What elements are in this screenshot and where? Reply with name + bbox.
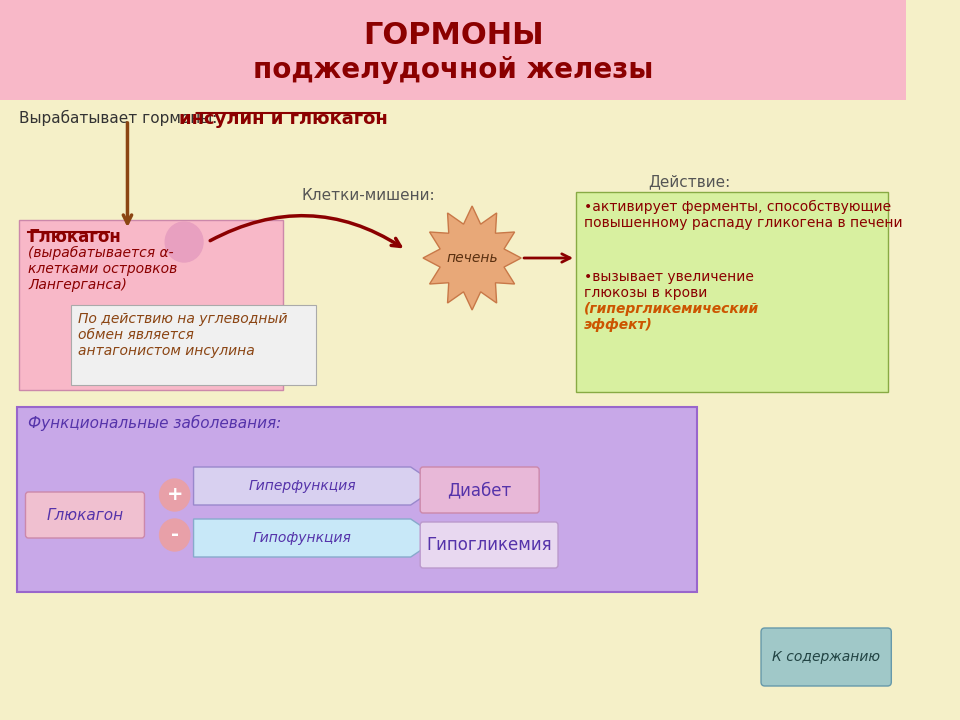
Text: Гипофункция: Гипофункция <box>252 531 351 545</box>
FancyBboxPatch shape <box>17 407 697 592</box>
Polygon shape <box>194 467 439 505</box>
FancyBboxPatch shape <box>0 0 906 720</box>
Polygon shape <box>194 519 439 557</box>
Circle shape <box>159 519 190 551</box>
Text: •активирует ферменты, способствующие повышенному распаду гликогена в печени: •активирует ферменты, способствующие пов… <box>584 200 902 230</box>
FancyBboxPatch shape <box>420 522 558 568</box>
Text: ГОРМОНЫ: ГОРМОНЫ <box>363 20 543 50</box>
Text: Вырабатывает гормоны:: Вырабатывает гормоны: <box>19 110 222 126</box>
Text: Гиперфункция: Гиперфункция <box>249 479 356 493</box>
Text: Глюкагон: Глюкагон <box>46 508 124 523</box>
Circle shape <box>159 479 190 511</box>
FancyBboxPatch shape <box>26 492 144 538</box>
Text: Гипогликемия: Гипогликемия <box>426 536 552 554</box>
Text: Глюкагон: Глюкагон <box>29 228 121 246</box>
Polygon shape <box>423 206 521 310</box>
Text: Функциональные заболевания:: Функциональные заболевания: <box>29 415 281 431</box>
Text: (вырабатывается α-
клетками островков
Лангерганса): (вырабатывается α- клетками островков Ла… <box>29 246 178 292</box>
Text: •вызывает увеличение
глюкозы в крови: •вызывает увеличение глюкозы в крови <box>584 270 754 316</box>
FancyBboxPatch shape <box>761 628 891 686</box>
Text: +: + <box>166 485 183 505</box>
Text: К содержанию: К содержанию <box>772 650 880 664</box>
FancyBboxPatch shape <box>0 0 906 100</box>
FancyBboxPatch shape <box>576 192 888 392</box>
FancyBboxPatch shape <box>420 467 540 513</box>
Text: Клетки-мишени:: Клетки-мишени: <box>301 188 435 203</box>
Text: -: - <box>171 526 179 544</box>
Text: Диабет: Диабет <box>447 481 512 499</box>
Text: печень: печень <box>446 251 498 265</box>
FancyBboxPatch shape <box>71 305 316 385</box>
Text: Действие:: Действие: <box>648 174 731 189</box>
Text: поджелудочной железы: поджелудочной железы <box>253 56 654 84</box>
Text: (гипергликемический
эффект): (гипергликемический эффект) <box>584 302 758 332</box>
Circle shape <box>165 222 203 262</box>
FancyBboxPatch shape <box>19 220 283 390</box>
Text: По действию на углеводный
обмен является
антагонистом инсулина: По действию на углеводный обмен является… <box>79 312 288 359</box>
Text: инсулин и глюкагон: инсулин и глюкагон <box>180 110 388 128</box>
